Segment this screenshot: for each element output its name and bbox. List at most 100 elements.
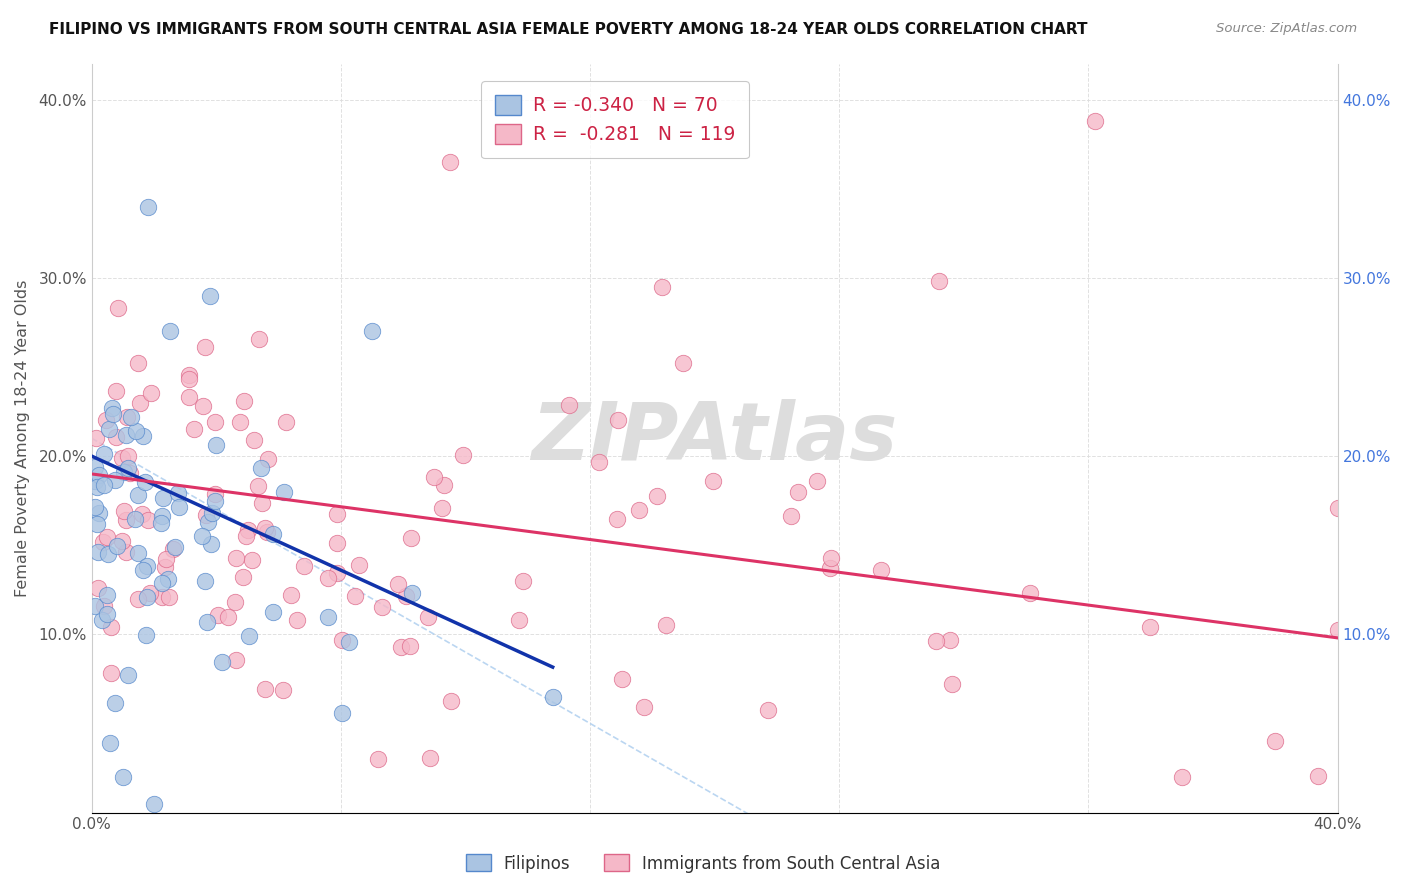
Point — [100, 401, 122, 415]
Point — [211, 655, 233, 669]
Point — [100, 666, 122, 681]
Point — [120, 409, 142, 424]
Point — [326, 566, 349, 580]
Point — [127, 546, 149, 560]
Point — [155, 551, 177, 566]
Text: Source: ZipAtlas.com: Source: ZipAtlas.com — [1216, 22, 1357, 36]
Point — [105, 384, 128, 398]
Point — [134, 475, 156, 489]
Point — [242, 433, 264, 447]
Point — [250, 460, 273, 475]
Point — [197, 515, 219, 529]
Point — [557, 398, 579, 412]
Point — [143, 797, 166, 811]
Point — [1264, 734, 1286, 748]
Point — [224, 595, 246, 609]
Point — [225, 550, 247, 565]
Point — [606, 512, 628, 526]
Point — [870, 563, 893, 577]
Point — [114, 504, 136, 518]
Point — [418, 750, 440, 764]
Point — [86, 480, 108, 494]
Point — [395, 589, 418, 603]
Point — [938, 632, 960, 647]
Point — [418, 610, 440, 624]
Point — [167, 486, 190, 500]
Point — [83, 500, 105, 515]
Point — [111, 770, 134, 784]
Point — [250, 496, 273, 510]
Point — [135, 558, 157, 573]
Point — [316, 609, 339, 624]
Point — [159, 324, 181, 338]
Point — [167, 500, 190, 515]
Point — [201, 506, 224, 520]
Point — [96, 607, 118, 621]
Point — [273, 485, 295, 500]
Point — [104, 473, 127, 487]
Point — [125, 424, 148, 438]
Point — [233, 394, 256, 409]
Point — [191, 529, 214, 543]
Point — [820, 550, 842, 565]
Point — [150, 508, 173, 523]
Point — [235, 529, 257, 543]
Point — [107, 301, 129, 316]
Point — [111, 533, 134, 548]
Point — [238, 629, 260, 643]
Point — [87, 582, 110, 596]
Point — [337, 635, 360, 649]
Point — [508, 613, 530, 627]
Point — [150, 590, 173, 604]
Point — [806, 474, 828, 488]
Point — [98, 735, 121, 749]
Point — [157, 573, 180, 587]
Point — [97, 547, 120, 561]
Point — [96, 530, 118, 544]
Point — [117, 449, 139, 463]
Point — [627, 503, 650, 517]
Point — [101, 407, 124, 421]
Point — [165, 540, 187, 554]
Point — [117, 409, 139, 424]
Point — [84, 431, 107, 445]
Point — [1308, 768, 1330, 782]
Point — [702, 474, 724, 488]
Point — [225, 653, 247, 667]
Point — [152, 491, 174, 505]
Point — [655, 618, 678, 632]
Point — [127, 356, 149, 370]
Point — [818, 560, 841, 574]
Legend: Filipinos, Immigrants from South Central Asia: Filipinos, Immigrants from South Central… — [458, 847, 948, 880]
Point — [83, 460, 105, 475]
Point — [105, 430, 128, 444]
Point — [162, 541, 184, 556]
Point — [83, 474, 105, 488]
Point — [330, 632, 353, 647]
Point — [756, 703, 779, 717]
Point — [316, 571, 339, 585]
Legend: R = -0.340   N = 70, R =  -0.281   N = 119: R = -0.340 N = 70, R = -0.281 N = 119 — [481, 81, 749, 159]
Point — [439, 694, 461, 708]
Point — [115, 513, 138, 527]
Point — [136, 513, 159, 527]
Point — [91, 613, 114, 627]
Point — [361, 324, 384, 338]
Point — [104, 696, 127, 710]
Point — [105, 539, 128, 553]
Point — [114, 545, 136, 559]
Point — [93, 478, 115, 492]
Point — [787, 484, 810, 499]
Point — [1326, 501, 1348, 516]
Point — [430, 500, 453, 515]
Text: FILIPINO VS IMMIGRANTS FROM SOUTH CENTRAL ASIA FEMALE POVERTY AMONG 18-24 YEAR O: FILIPINO VS IMMIGRANTS FROM SOUTH CENTRA… — [49, 22, 1088, 37]
Point — [610, 672, 633, 686]
Point — [96, 413, 118, 427]
Point — [273, 683, 295, 698]
Point — [93, 599, 115, 613]
Point — [370, 599, 392, 614]
Point — [1019, 586, 1042, 600]
Point — [100, 620, 122, 634]
Point — [131, 563, 153, 577]
Point — [928, 275, 950, 289]
